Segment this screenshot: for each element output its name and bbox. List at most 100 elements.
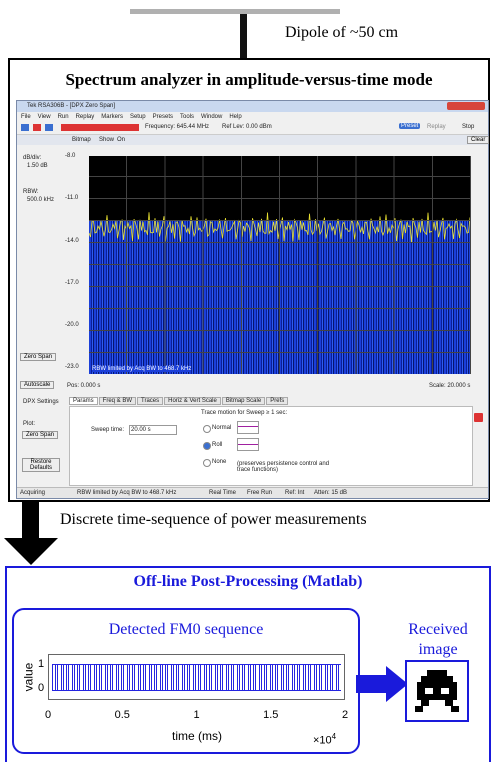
settings-tab[interactable]: Params — [69, 397, 98, 405]
db-div-label: dB/div: — [23, 155, 41, 161]
status-item: Real Time — [209, 490, 236, 496]
settings-tab[interactable]: Bitmap Scale — [222, 397, 265, 405]
antenna-feed — [240, 14, 247, 58]
radio-option[interactable]: None — [212, 459, 226, 465]
amplitude-plot: RBW limited by Acq BW to 468.7 kHz — [89, 156, 471, 374]
close-settings[interactable] — [474, 413, 483, 422]
preset-button[interactable]: Preset — [399, 123, 420, 129]
settings-tab[interactable]: Freq & BW — [99, 397, 136, 405]
menu-item[interactable]: Presets — [153, 112, 173, 122]
y-tick-label: -23.0 — [65, 364, 79, 370]
plot-header: Bitmap Show On Clear — [17, 135, 488, 145]
arrow-head — [4, 538, 58, 566]
settings-title: DPX Settings — [23, 399, 59, 405]
multiplier-exponent: 4 — [332, 732, 336, 741]
y-tick-label: -14.0 — [65, 238, 79, 244]
plot-label: Plot: — [23, 421, 35, 427]
analyzer-title: Spectrum analyzer in amplitude-versus-ti… — [10, 70, 488, 90]
x-tick-label: 1.5 — [263, 709, 278, 721]
status-item: Ref: Int — [285, 490, 304, 496]
settings-panel — [69, 406, 473, 486]
rbw: 500.0 kHz — [27, 197, 54, 203]
position: Pos: 0.000 s — [67, 383, 100, 389]
toolbar: Frequency: 645.44 MHz Ref Lev: 0.00 dBm … — [17, 122, 488, 135]
y-tick-label: 1 — [38, 658, 44, 670]
y-tick-label: 0 — [38, 682, 44, 694]
sequence-title: Detected FM0 sequence — [12, 621, 360, 639]
window-controls[interactable] — [447, 102, 485, 110]
menu-bar: File View Run Replay Markers Setup Presets Tool… — [21, 112, 242, 122]
y-tick-label: -17.0 — [65, 280, 79, 286]
settings-tab[interactable]: Traces — [137, 397, 163, 405]
status-bar: Acquiring RBW limited by Acq BW to 468.7 … — [17, 487, 488, 498]
x-tick-label: 2 — [342, 709, 348, 721]
menu-item[interactable]: File — [21, 112, 31, 122]
sweep-label: Sweep time: — [91, 427, 124, 433]
x-multiplier: ×104 — [313, 732, 336, 747]
page: Dipole of ~50 cm Spectrum analyzer in am… — [0, 0, 493, 762]
multiplier-base: ×10 — [313, 735, 332, 747]
settings-tab[interactable]: Prefs — [266, 397, 288, 405]
radio-option[interactable]: Roll — [212, 442, 222, 448]
received-title: Received image — [400, 620, 476, 660]
show-state: On — [117, 137, 125, 143]
fm0-signal — [52, 664, 341, 691]
radio-button[interactable] — [203, 425, 211, 433]
status-item: Acquiring — [20, 490, 45, 496]
span-select[interactable]: Zero Span — [20, 353, 56, 361]
trace-motion-label: Trace motion for Sweep ≥ 1 sec: — [201, 410, 287, 416]
plot-note: RBW limited by Acq BW to 468.7 kHz — [92, 366, 191, 372]
clear-button[interactable]: Clear — [467, 136, 489, 144]
plot-select[interactable]: Zero Span — [22, 431, 58, 439]
menu-item[interactable]: Replay — [76, 112, 95, 122]
arrow-label: Discrete time-sequence of power measurem… — [60, 511, 367, 529]
radio-button[interactable] — [203, 442, 211, 450]
processing-title: Off-line Post-Processing (Matlab) — [5, 573, 491, 591]
show-checkbox[interactable]: Show — [99, 137, 114, 143]
y-tick-label: -20.0 — [65, 322, 79, 328]
window-title: Tek RSA306B - [DPX Zero Span] — [17, 101, 488, 112]
menu-item[interactable]: Setup — [130, 112, 146, 122]
settings-tab[interactable]: Horiz & Vert Scale — [164, 397, 221, 405]
app-window: Tek RSA306B - [DPX Zero Span] File View Ru… — [16, 100, 489, 499]
radio-button[interactable] — [203, 459, 211, 467]
y-tick-label: -11.0 — [65, 195, 78, 201]
none-note: (preserves persistence control and trace… — [237, 461, 337, 473]
restore-button[interactable]: Restore Defaults — [22, 458, 60, 472]
status-item: RBW limited by Acq BW to 468.7 kHz — [77, 490, 176, 496]
stop-button[interactable]: Stop — [462, 124, 474, 130]
menu-item[interactable]: Markers — [101, 112, 123, 122]
db-div: 1.50 dB — [27, 163, 48, 169]
antenna-bar — [130, 9, 340, 14]
grid — [89, 156, 471, 374]
y-tick-label: -8.0 — [65, 153, 75, 159]
antenna-label: Dipole of ~50 cm — [285, 24, 398, 42]
replay-button[interactable]: Replay — [427, 124, 446, 130]
x-tick-label: 0.5 — [115, 709, 130, 721]
normal-icon — [237, 421, 259, 434]
menu-item[interactable]: Tools — [180, 112, 194, 122]
toolbar-icons[interactable] — [21, 124, 139, 131]
x-label: time (ms) — [172, 729, 222, 743]
scale: Scale: 20.000 s — [429, 383, 470, 389]
ref-level[interactable]: Ref Lev: 0.00 dBm — [222, 124, 272, 130]
x-tick-label: 1 — [193, 709, 199, 721]
menu-item[interactable]: Window — [201, 112, 222, 122]
menu-item[interactable]: Help — [229, 112, 241, 122]
radio-option[interactable]: Normal — [212, 425, 231, 431]
y-label: value — [21, 663, 35, 692]
autoscale-button[interactable]: Autoscale — [20, 381, 54, 389]
frequency[interactable]: Frequency: 645.44 MHz — [145, 124, 209, 130]
blue-arrow — [356, 666, 408, 702]
menu-item[interactable]: View — [38, 112, 51, 122]
arrow-shaft — [22, 500, 39, 540]
sweep-input[interactable]: 20.00 s — [129, 425, 177, 435]
bitmap-label: Bitmap — [72, 137, 91, 143]
status-item: Atten: 15 dB — [314, 490, 347, 496]
rbw-label: RBW: — [23, 189, 39, 195]
menu-item[interactable]: Run — [58, 112, 69, 122]
received-image — [405, 660, 469, 722]
x-tick-label: 0 — [45, 709, 51, 721]
status-item: Free Run — [247, 490, 272, 496]
roll-icon — [237, 438, 259, 451]
